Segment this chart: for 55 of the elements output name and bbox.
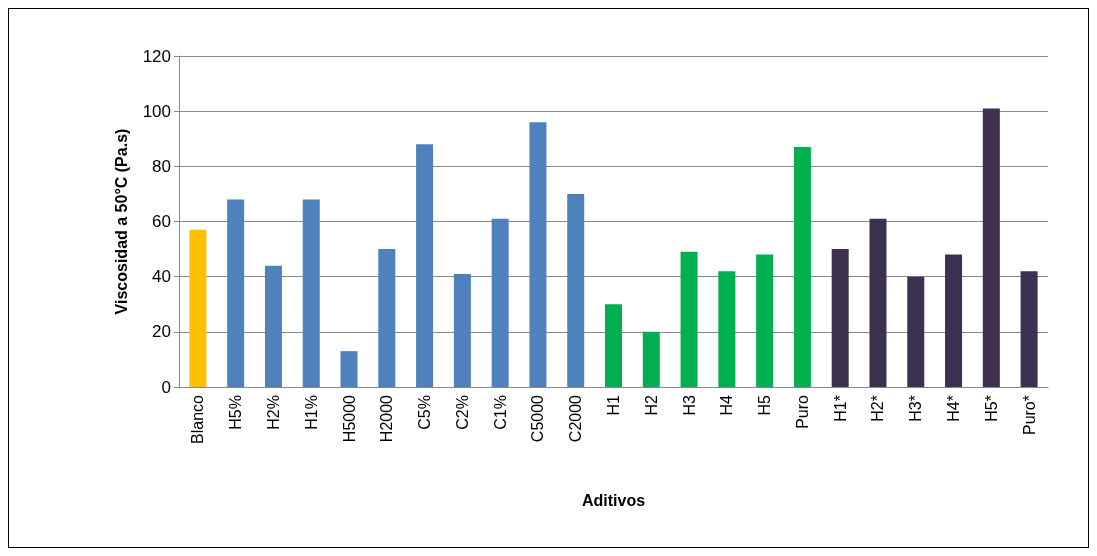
bar: [264, 265, 282, 387]
x-tick-label: H1: [605, 394, 622, 416]
x-tick-label: C5000: [529, 394, 547, 443]
bar: [907, 276, 925, 387]
bar: [680, 251, 698, 387]
x-tick-label: Blanco: [189, 394, 207, 444]
x-tick-label: H3: [680, 394, 698, 416]
x-tick-label: H5*: [982, 395, 1000, 422]
bar: [718, 271, 736, 387]
bar: [567, 193, 585, 387]
x-tick-label: C2%: [453, 395, 471, 430]
y-tick-label: 120: [142, 46, 171, 66]
x-tick-label: C1%: [491, 395, 509, 430]
y-tick-label: 20: [152, 322, 171, 342]
bar: [491, 218, 509, 387]
x-tick-label: Puro*: [1020, 395, 1038, 436]
bar: [227, 199, 245, 387]
bar: [529, 122, 547, 387]
bar: [756, 254, 774, 387]
x-axis-title: Aditivos: [581, 491, 646, 509]
x-tick-label: H2*: [869, 395, 887, 422]
x-tick-label: H5%: [227, 395, 245, 430]
x-tick-label: H5000: [340, 394, 358, 443]
x-tick-label: H2: [642, 394, 660, 416]
x-tick-label: H2%: [264, 395, 282, 430]
x-tick-label: H4*: [945, 395, 963, 422]
bar: [302, 199, 320, 387]
x-tick-label: H1*: [831, 395, 849, 422]
bar: [793, 147, 811, 387]
bar: [453, 273, 471, 387]
bar: [340, 351, 358, 387]
y-tick-label: 80: [152, 156, 171, 176]
bar: [642, 331, 660, 387]
x-tick-label: H5: [756, 394, 774, 416]
y-tick-label: 40: [152, 267, 171, 287]
bar: [189, 229, 207, 387]
x-tick-label: C2000: [567, 394, 585, 443]
x-tick-label: Puro: [793, 394, 811, 429]
bar: [378, 249, 396, 387]
x-tick-label: C5%: [416, 395, 434, 430]
bar: [1020, 271, 1038, 387]
y-tick-label: 100: [142, 101, 171, 121]
bar: [945, 254, 963, 387]
bar: [831, 249, 849, 387]
x-tick-label: H2000: [378, 394, 396, 443]
y-tick-label: 0: [161, 377, 171, 397]
bar: [605, 304, 622, 387]
x-tick-label: H3*: [907, 395, 925, 422]
bar: [416, 144, 434, 387]
bar: [869, 218, 887, 387]
x-tick-label: H4: [718, 394, 736, 416]
bar: [982, 108, 1000, 387]
y-tick-label: 60: [152, 212, 171, 231]
x-tick-label: H1%: [302, 395, 320, 430]
y-axis-title: Viscosidad a 50°C (Pa.s): [112, 128, 130, 315]
